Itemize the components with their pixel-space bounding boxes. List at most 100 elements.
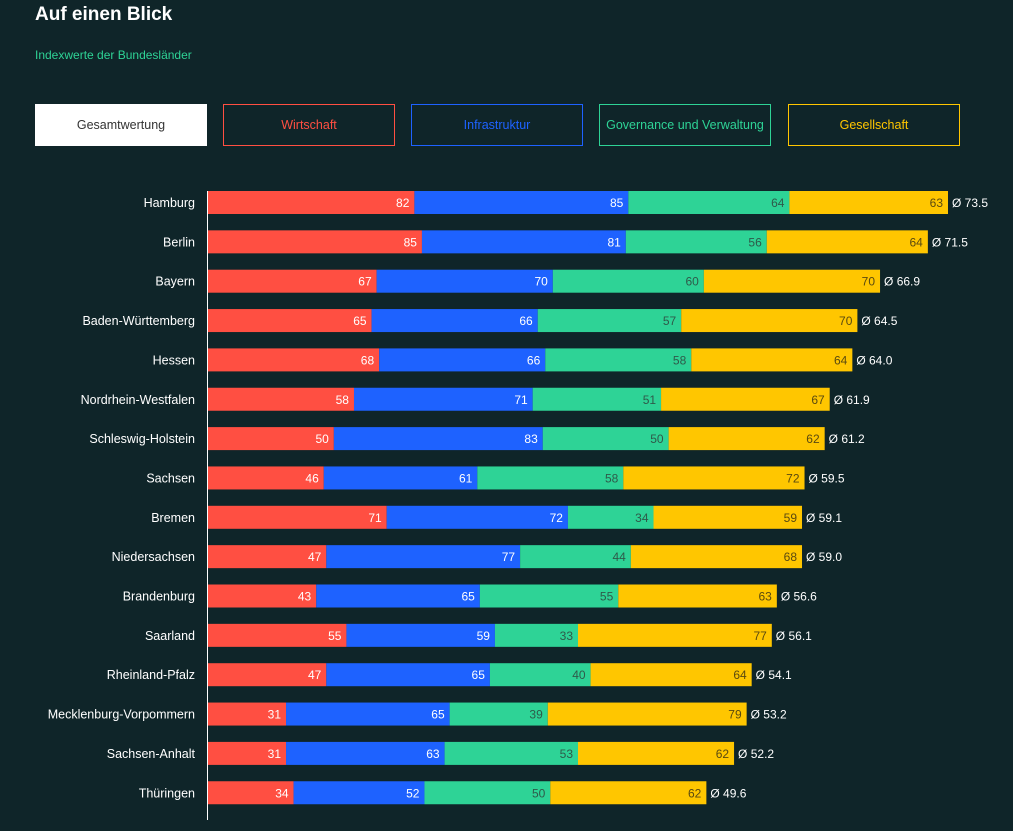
bar-segment — [208, 663, 327, 687]
average-label: Ø 71.5 — [932, 235, 968, 249]
bar-segment — [386, 505, 568, 529]
data-label: 83 — [524, 432, 538, 446]
bar-segment — [286, 741, 445, 765]
average-label: Ø 54.1 — [756, 668, 792, 682]
data-label: 67 — [811, 393, 825, 407]
average-label: Ø 64.0 — [856, 353, 892, 367]
bar-segment — [333, 427, 543, 451]
bar-segment — [766, 230, 928, 254]
bar-segment — [316, 584, 480, 608]
data-label: 58 — [673, 353, 687, 367]
data-label: 52 — [406, 786, 420, 800]
data-label: 81 — [607, 235, 621, 249]
bar-segment — [567, 505, 654, 529]
data-label: 85 — [404, 235, 418, 249]
data-label: 68 — [361, 353, 375, 367]
category-label: Hamburg — [144, 196, 195, 210]
category-label: Thüringen — [139, 786, 195, 800]
category-label: Niedersachsen — [112, 550, 195, 564]
data-label: 44 — [612, 550, 626, 564]
data-label: 66 — [527, 353, 541, 367]
bar-segment — [414, 191, 629, 214]
data-label: 71 — [368, 511, 382, 525]
bar-segment — [550, 781, 707, 805]
data-label: 72 — [550, 511, 564, 525]
data-label: 58 — [605, 471, 619, 485]
average-label: Ø 52.2 — [738, 747, 774, 761]
data-label: 31 — [268, 708, 282, 722]
data-label: 70 — [839, 314, 853, 328]
tab-gesamtwertung[interactable]: Gesamtwertung — [35, 104, 207, 146]
data-label: 64 — [910, 235, 924, 249]
tab-infrastruktur[interactable]: Infrastruktur — [411, 104, 583, 146]
bar-segment — [208, 741, 287, 765]
data-label: 85 — [610, 196, 624, 210]
bar-segment — [208, 427, 334, 451]
average-label: Ø 59.5 — [809, 471, 845, 485]
data-label: 82 — [396, 196, 410, 210]
category-label: Mecklenburg-Vorpommern — [48, 708, 195, 722]
data-label: 50 — [532, 786, 546, 800]
bar-segment — [323, 466, 478, 490]
data-label: 65 — [431, 708, 445, 722]
bar-segment — [578, 623, 772, 647]
average-label: Ø 66.9 — [884, 275, 920, 289]
tab-governance-und-verwaltung[interactable]: Governance und Verwaltung — [599, 104, 771, 146]
data-label: 61 — [459, 471, 473, 485]
data-label: 31 — [268, 747, 282, 761]
data-label: 65 — [461, 590, 475, 604]
category-label: Sachsen — [146, 471, 195, 485]
data-label: 63 — [930, 196, 944, 210]
bar-segment — [618, 584, 777, 608]
bar-segment — [376, 269, 553, 293]
bar-segment — [421, 230, 626, 254]
bar-segment — [449, 702, 548, 726]
bar-segment — [208, 269, 377, 293]
tab-wirtschaft[interactable]: Wirtschaft — [223, 104, 395, 146]
tab-gesellschaft[interactable]: Gesellschaft — [788, 104, 960, 146]
bar-segment — [623, 466, 805, 490]
bar-segment — [208, 230, 422, 254]
average-label: Ø 59.0 — [806, 550, 842, 564]
bar-segment — [326, 663, 490, 687]
data-label: 67 — [358, 275, 372, 289]
bar-segment — [479, 584, 619, 608]
bar-segment — [545, 348, 692, 372]
category-label: Baden-Württemberg — [82, 314, 195, 328]
data-label: 40 — [572, 668, 586, 682]
category-label: Rheinland-Pfalz — [107, 668, 195, 682]
data-label: 33 — [560, 629, 574, 643]
bar-segment — [424, 781, 551, 805]
bar-segment — [625, 230, 767, 254]
data-label: 55 — [328, 629, 342, 643]
bar-segment — [346, 623, 495, 647]
data-label: 57 — [663, 314, 677, 328]
category-label: Bremen — [151, 511, 195, 525]
data-label: 58 — [336, 393, 350, 407]
data-label: 63 — [426, 747, 440, 761]
bar-segment — [208, 505, 387, 529]
bar-segment — [520, 545, 631, 569]
bar-segment — [477, 466, 624, 490]
bar-segment — [668, 427, 825, 451]
data-label: 53 — [560, 747, 574, 761]
bar-segment — [208, 781, 294, 805]
bar-segment — [578, 741, 735, 765]
data-label: 64 — [834, 353, 848, 367]
category-label: Berlin — [163, 235, 195, 249]
bar-segment — [789, 191, 948, 214]
data-label: 60 — [685, 275, 699, 289]
bar-segment — [552, 269, 704, 293]
data-label: 62 — [688, 786, 702, 800]
average-label: Ø 61.9 — [834, 393, 870, 407]
bar-segment — [444, 741, 578, 765]
data-label: 43 — [298, 590, 312, 604]
page-title: Auf einen Blick — [35, 4, 173, 25]
bar-segment — [590, 663, 752, 687]
bar-segment — [681, 309, 858, 333]
data-label: 66 — [519, 314, 533, 328]
bar-segment — [532, 387, 662, 411]
bar-segment — [653, 505, 803, 529]
bar-segment — [293, 781, 425, 805]
